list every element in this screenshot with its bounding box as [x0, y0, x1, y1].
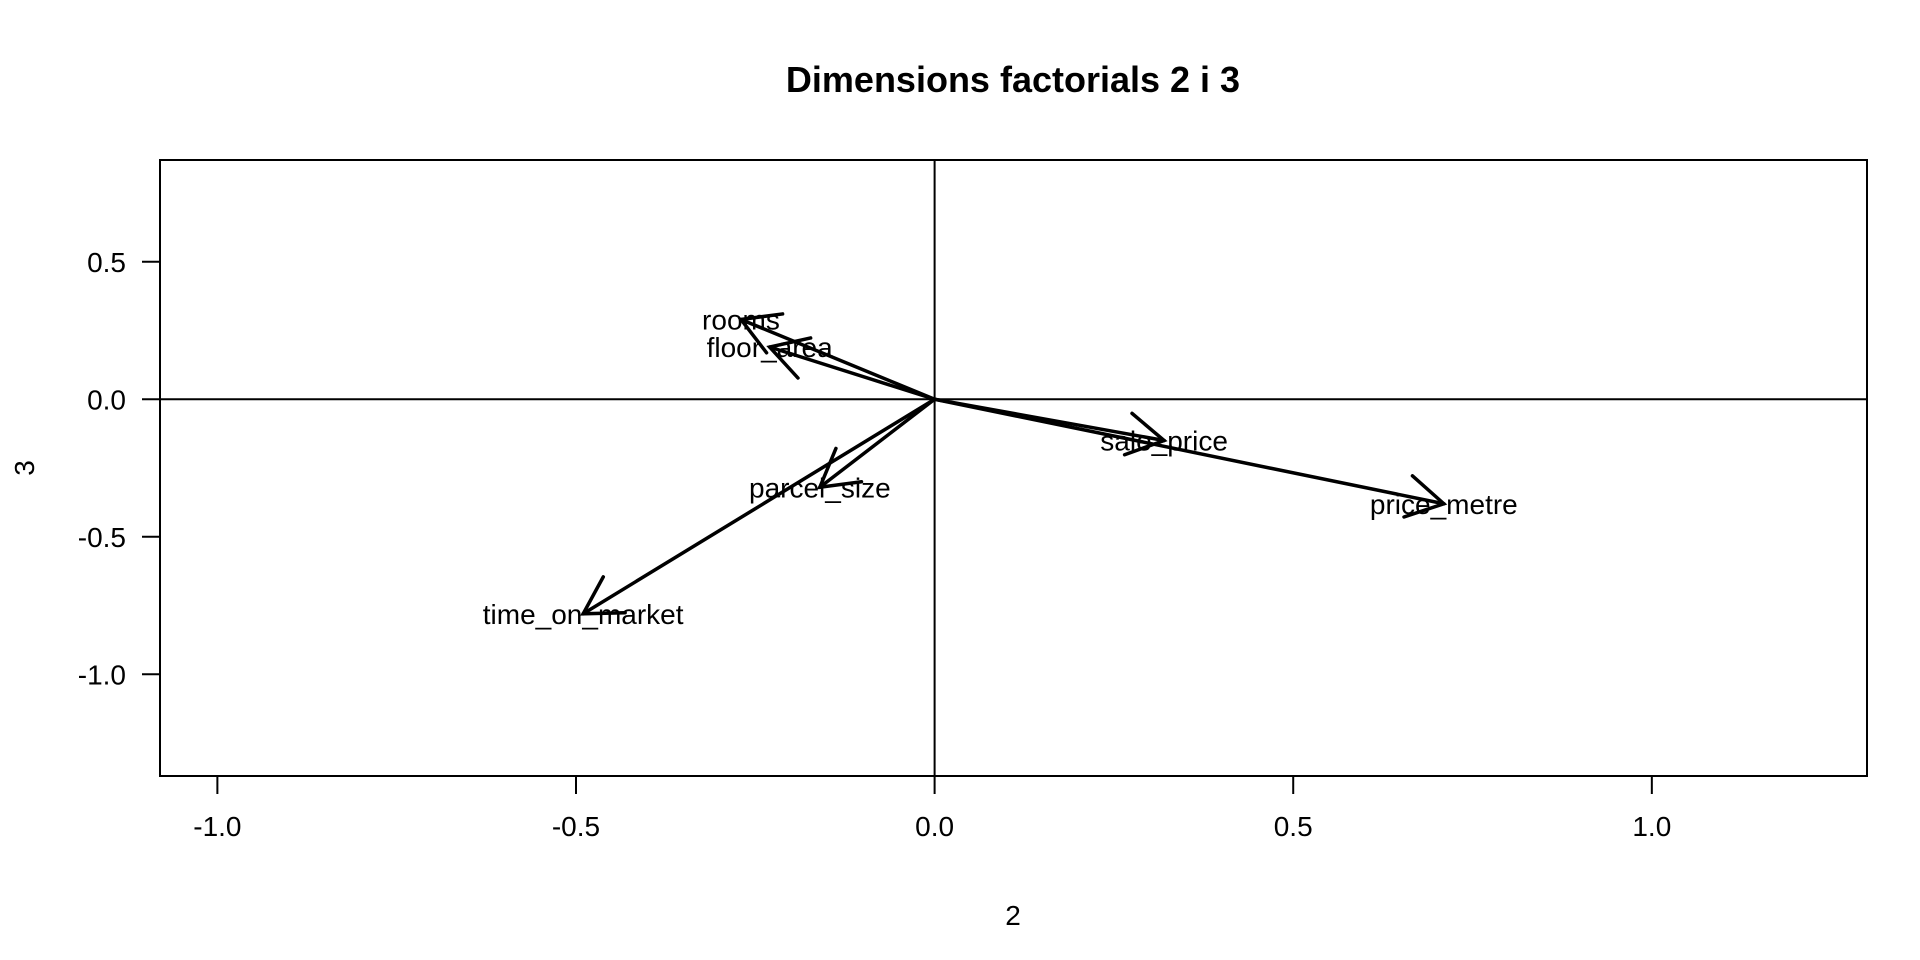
vector-time_on_market: time_on_market — [483, 397, 937, 630]
y-axis: 0.5 0.0 -0.5 -1.0 — [78, 247, 161, 690]
vector-label: time_on_market — [483, 599, 684, 630]
chart-title: Dimensions factorials 2 i 3 — [786, 59, 1240, 100]
vector-price_metre: price_metre — [932, 397, 1518, 520]
vector-shaft — [818, 397, 937, 489]
x-tick-label: 0.0 — [915, 811, 954, 842]
vector-arrowhead — [580, 575, 627, 616]
plot-frame — [159, 159, 1868, 777]
vector-shaft — [739, 317, 937, 401]
y-tick-label: -1.0 — [78, 659, 126, 690]
x-tick-label: -0.5 — [552, 811, 600, 842]
y-axis-label: 3 — [9, 460, 40, 476]
vector-shaft — [581, 397, 937, 616]
x-axis: -1.0 -0.5 0.0 0.5 1.0 — [193, 775, 1671, 842]
vector-arrowhead — [1122, 411, 1168, 457]
y-tick-label: 0.0 — [87, 384, 126, 415]
x-tick-label: -1.0 — [193, 811, 241, 842]
x-tick-label: 0.5 — [1274, 811, 1313, 842]
vector-arrowhead — [737, 312, 785, 355]
vector-arrowhead — [766, 336, 813, 380]
vector-label: sale_price — [1100, 426, 1228, 457]
vector-label: floor_area — [707, 332, 834, 363]
vector-shaft — [932, 397, 1446, 506]
x-tick-label: 1.0 — [1632, 811, 1671, 842]
reference-lines — [160, 160, 1867, 776]
y-tick-label: 0.5 — [87, 247, 126, 278]
x-axis-label: 2 — [1005, 900, 1021, 931]
vector-rooms: rooms — [702, 305, 937, 401]
vector-label: rooms — [702, 305, 780, 336]
variable-vectors: roomsfloor_areaparcel_sizetime_on_market… — [483, 305, 1518, 630]
vector-floor_area: floor_area — [707, 332, 937, 401]
vector-shaft — [767, 345, 937, 401]
vector-arrowhead — [1402, 474, 1448, 519]
vector-label: price_metre — [1370, 489, 1518, 520]
y-tick-label: -0.5 — [78, 522, 126, 553]
